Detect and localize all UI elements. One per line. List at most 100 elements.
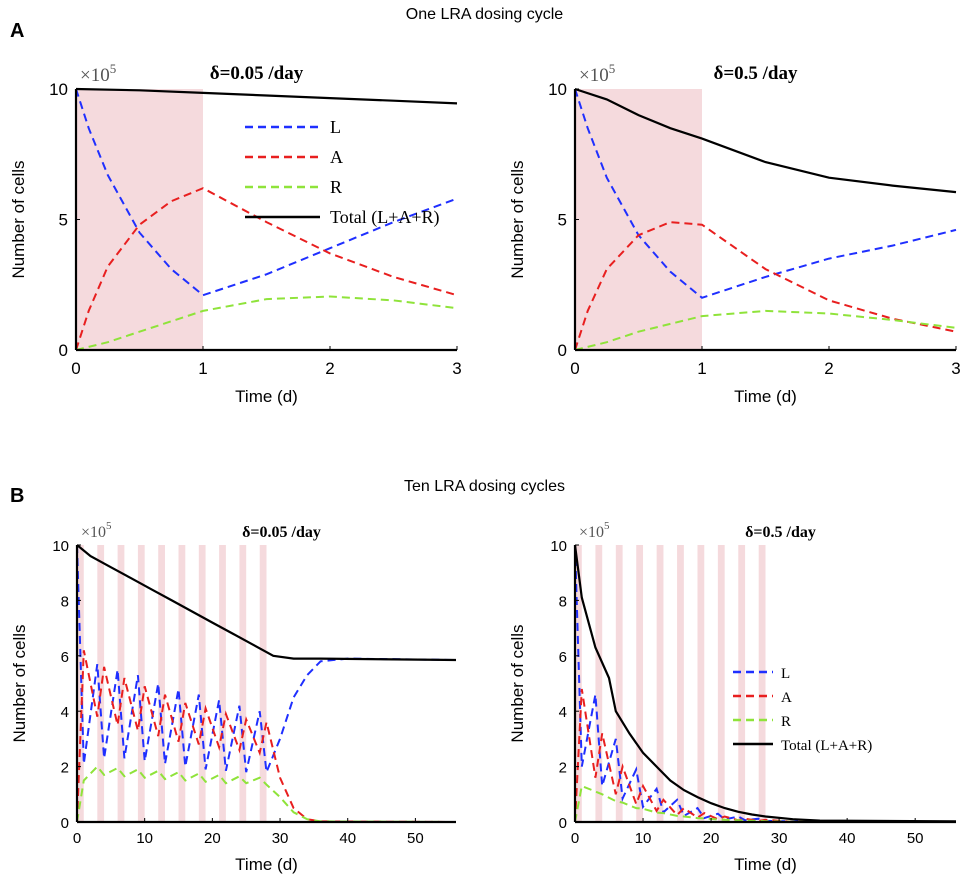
y-tick-label: 0 (559, 815, 567, 832)
y-tick-label: 4 (559, 704, 567, 721)
series-line-l (75, 88, 458, 297)
dose-band-10 (758, 545, 766, 822)
series-line-r (574, 309, 957, 351)
dose-band-9 (239, 545, 247, 822)
y-axis-label: Number of cells (508, 160, 527, 278)
x-axis-label: Time (d) (734, 387, 797, 406)
x-tick-label: 30 (272, 830, 289, 847)
y-tick-label: 0 (61, 815, 69, 832)
series-line-total (75, 87, 458, 105)
x-tick-label: 0 (570, 359, 579, 378)
panel-title: δ=0.05 /day (242, 524, 321, 541)
y-tick-label: 8 (61, 593, 69, 610)
y-multiplier: ×105 (579, 520, 610, 541)
series-line-a (76, 650, 457, 823)
y-tick-label: 10 (548, 80, 567, 99)
y-tick-label: 6 (61, 649, 69, 666)
dose-band-8 (717, 545, 725, 822)
y-tick-label: 5 (558, 211, 567, 230)
legend-label-total: Total (L+A+R) (781, 738, 872, 754)
x-tick-label: 2 (824, 359, 833, 378)
y-tick-label: 0 (59, 341, 68, 360)
y-axis-label: Number of cells (508, 624, 527, 742)
legend: LAR Total (L+A+R) (733, 666, 872, 754)
section-title-a: One LRA dosing cycle (405, 6, 564, 23)
dose-band-1 (575, 545, 582, 822)
x-axis-label: Time (d) (235, 387, 298, 406)
legend-label-a: A (330, 147, 343, 167)
x-tick-label: 10 (635, 830, 652, 847)
series-line-a (75, 187, 458, 351)
dose-band-3 (615, 545, 623, 822)
dose-band-3 (117, 545, 125, 822)
series-line-r (574, 784, 957, 823)
section-title-b: Ten LRA dosing cycles (404, 478, 565, 495)
dose-band-8 (219, 545, 226, 822)
legend-label-r: R (781, 714, 791, 730)
chart-4: 0 10 20 30 40 50 0 2 4 6 8 10 Time (d) Number of cell… (508, 520, 957, 874)
x-tick-label: 10 (136, 830, 153, 847)
series-line-a (574, 221, 957, 351)
series-line-l (574, 88, 957, 299)
series-line-total (574, 87, 957, 194)
dose-band-1 (575, 89, 702, 350)
y-tick-label: 0 (558, 341, 567, 360)
y-multiplier: ×105 (80, 61, 116, 86)
dose-band-5 (656, 545, 664, 822)
legend-label-total: Total (L+A+R) (330, 207, 440, 228)
y-tick-label: 4 (61, 704, 69, 721)
x-tick-label: 0 (71, 359, 80, 378)
dose-band-9 (738, 545, 746, 822)
x-tick-label: 0 (571, 830, 579, 847)
chart-1: 0 1 2 3 0 5 10 Time (d) Number of cells ×105 δ=0.0… (9, 61, 462, 406)
legend-label-a: A (781, 690, 792, 706)
x-axis-label: Time (d) (235, 855, 298, 874)
x-tick-label: 3 (951, 359, 960, 378)
x-tick-label: 20 (703, 830, 720, 847)
y-tick-label: 8 (559, 593, 567, 610)
legend: LAR Total (L+A+R) (245, 117, 440, 228)
x-tick-label: 1 (198, 359, 207, 378)
dose-band-10 (259, 545, 267, 822)
panel-title: δ=0.05 /day (210, 63, 304, 84)
x-tick-label: 3 (452, 359, 461, 378)
chart-2: 0 1 2 3 0 5 10 Time (d) Number of cells ×105 δ=0.5… (508, 61, 961, 406)
x-tick-label: 50 (407, 830, 424, 847)
dose-band-2 (97, 545, 105, 822)
x-tick-label: 20 (204, 830, 221, 847)
panel-title: δ=0.5 /day (745, 524, 816, 541)
chart-3: 0 10 20 30 40 50 0 2 4 6 8 10 Time (d) Number of cell… (10, 520, 457, 874)
y-axis-label: Number of cells (9, 160, 28, 278)
dose-band-7 (198, 545, 206, 822)
x-tick-label: 50 (907, 830, 924, 847)
y-multiplier: ×105 (579, 61, 615, 86)
dose-band-4 (137, 545, 145, 822)
y-axis-label: Number of cells (10, 624, 29, 742)
panel-letter-a: A (10, 20, 25, 42)
y-tick-label: 2 (61, 760, 69, 777)
dose-band-1 (77, 545, 84, 822)
y-tick-label: 6 (559, 649, 567, 666)
x-tick-label: 0 (73, 830, 81, 847)
x-tick-label: 1 (697, 359, 706, 378)
panel-title: δ=0.5 /day (713, 63, 798, 84)
dose-band-4 (636, 545, 644, 822)
y-tick-label: 10 (49, 80, 68, 99)
x-tick-label: 40 (339, 830, 356, 847)
panel-letter-b: B (10, 485, 25, 507)
dose-band-5 (158, 545, 165, 822)
series-line-total (76, 544, 457, 662)
x-axis-label: Time (d) (734, 855, 797, 874)
legend-label-l: L (781, 666, 790, 682)
legend-label-r: R (330, 177, 342, 197)
dose-band-2 (595, 545, 603, 822)
y-tick-label: 5 (59, 211, 68, 230)
y-multiplier: ×105 (81, 520, 112, 541)
series-line-total (573, 544, 957, 823)
x-tick-label: 30 (771, 830, 788, 847)
y-tick-label: 10 (52, 538, 69, 555)
x-tick-label: 40 (839, 830, 856, 847)
legend-label-l: L (330, 117, 341, 137)
y-tick-label: 10 (550, 538, 567, 555)
